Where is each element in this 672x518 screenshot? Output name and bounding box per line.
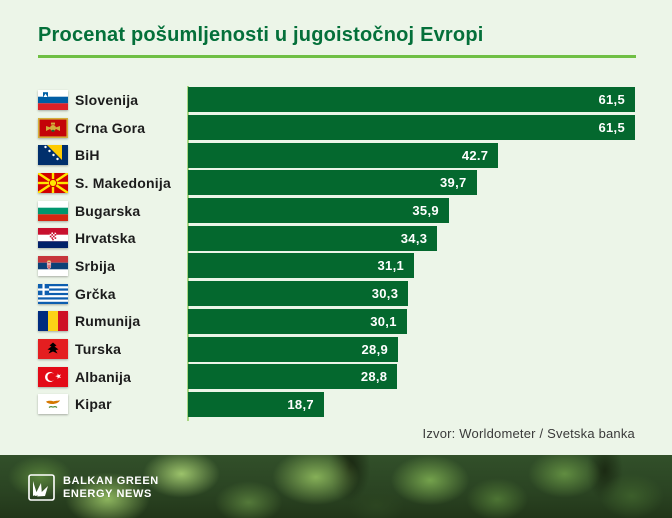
bar-value: 61,5	[598, 120, 625, 136]
bar: 34,3	[188, 225, 438, 251]
chart-row: Srbija 31,1	[0, 252, 672, 280]
flag-bosnia-herzegovina-icon	[38, 145, 68, 166]
flag-cyprus-icon	[38, 394, 68, 415]
bar-value: 34,3	[400, 230, 428, 246]
balkan-green-energy-news-logo-icon	[28, 474, 55, 501]
source-attribution: Izvor: Worldometer / Svetska banka	[422, 426, 635, 441]
chart-row: Turska 28,9	[0, 335, 672, 363]
bar-track: 42.7	[188, 142, 635, 168]
bar-value: 28,9	[361, 341, 389, 357]
bar-track: 34,3	[188, 225, 635, 251]
bar: 39,7	[188, 170, 477, 196]
country-label: S. Makedonija	[75, 174, 171, 191]
bar-track: 61,5	[188, 115, 635, 141]
bar-value: 61,5	[598, 92, 625, 108]
country-label: Albanija	[75, 368, 132, 385]
country-label: Srbija	[75, 257, 116, 274]
flag-slovenia-icon	[38, 89, 68, 110]
country-label: Rumunija	[75, 313, 141, 330]
chart-row: Rumunija 30,1	[0, 308, 672, 336]
footer-logo: BALKAN GREEN ENERGY NEWS	[28, 474, 159, 501]
bar-value: 30,3	[371, 286, 399, 302]
bar: 28,9	[188, 336, 399, 362]
bar-value: 18,7	[287, 396, 314, 412]
bar: 61,5	[188, 87, 635, 113]
chart-row: Hrvatska 34,3	[0, 224, 672, 252]
bar-value: 30,1	[370, 313, 397, 329]
bar-track: 18,7	[188, 391, 635, 417]
bar-chart: Slovenija 61,5 Crna Gora 61,5 BiH 42.7 S…	[0, 86, 672, 418]
chart-row: Grčka 30,3	[0, 280, 672, 308]
chart-row: BiH 42.7	[0, 141, 672, 169]
flag-albania-icon	[38, 339, 68, 360]
country-label: Hrvatska	[75, 230, 136, 247]
flag-greece-icon	[38, 283, 68, 304]
country-label: Crna Gora	[75, 119, 146, 136]
flag-turkey-icon	[38, 366, 68, 387]
chart-row: Kipar 18,7	[0, 391, 672, 419]
bar: 18,7	[188, 391, 324, 417]
bar-track: 30,1	[188, 308, 635, 334]
bar: 31,1	[188, 253, 415, 279]
bar-value: 35,9	[412, 203, 439, 219]
flag-north-macedonia-icon	[38, 172, 68, 193]
bar-track: 61,5	[188, 87, 635, 113]
bar: 28,8	[188, 364, 398, 390]
bar-track: 30,3	[188, 281, 635, 307]
bar-value: 28,8	[360, 369, 388, 385]
country-label: Grčka	[75, 285, 116, 302]
country-label: Bugarska	[75, 202, 141, 219]
chart-row: S. Makedonija 39,7	[0, 169, 672, 197]
bar-track: 39,7	[188, 170, 635, 196]
flag-serbia-icon	[38, 255, 68, 276]
footer-logo-text: BALKAN GREEN ENERGY NEWS	[63, 474, 159, 500]
bar: 42.7	[188, 142, 499, 168]
flag-romania-icon	[38, 311, 68, 332]
bar: 30,3	[188, 281, 409, 307]
bar-value: 39,7	[440, 175, 467, 191]
bar-track: 28,9	[188, 336, 635, 362]
chart-rows: Slovenija 61,5 Crna Gora 61,5 BiH 42.7 S…	[0, 86, 672, 418]
forest-photo: BALKAN GREEN ENERGY NEWS	[0, 455, 672, 518]
chart-row: Bugarska 35,9	[0, 197, 672, 225]
chart-row: Albanija 28,8	[0, 363, 672, 391]
bar-value: 31,1	[377, 258, 405, 274]
bar-track: 28,8	[188, 364, 635, 390]
bar: 35,9	[188, 198, 449, 224]
chart-row: Slovenija 61,5	[0, 86, 672, 114]
bar: 61,5	[188, 115, 635, 141]
country-label: Kipar	[75, 396, 112, 413]
title-underline	[38, 55, 636, 58]
country-label: BiH	[75, 147, 100, 164]
chart-row: Crna Gora 61,5	[0, 114, 672, 142]
page-title: Procenat pošumljenosti u jugoistočnoj Ev…	[38, 24, 484, 46]
bar-value: 42.7	[461, 147, 489, 163]
country-label: Slovenija	[75, 91, 139, 108]
bar-track: 35,9	[188, 198, 635, 224]
country-label: Turska	[75, 341, 122, 358]
bar-track: 31,1	[188, 253, 635, 279]
bar: 30,1	[188, 308, 407, 334]
flag-montenegro-icon	[38, 117, 68, 138]
flag-bulgaria-icon	[38, 200, 68, 221]
flag-croatia-icon	[38, 228, 68, 249]
